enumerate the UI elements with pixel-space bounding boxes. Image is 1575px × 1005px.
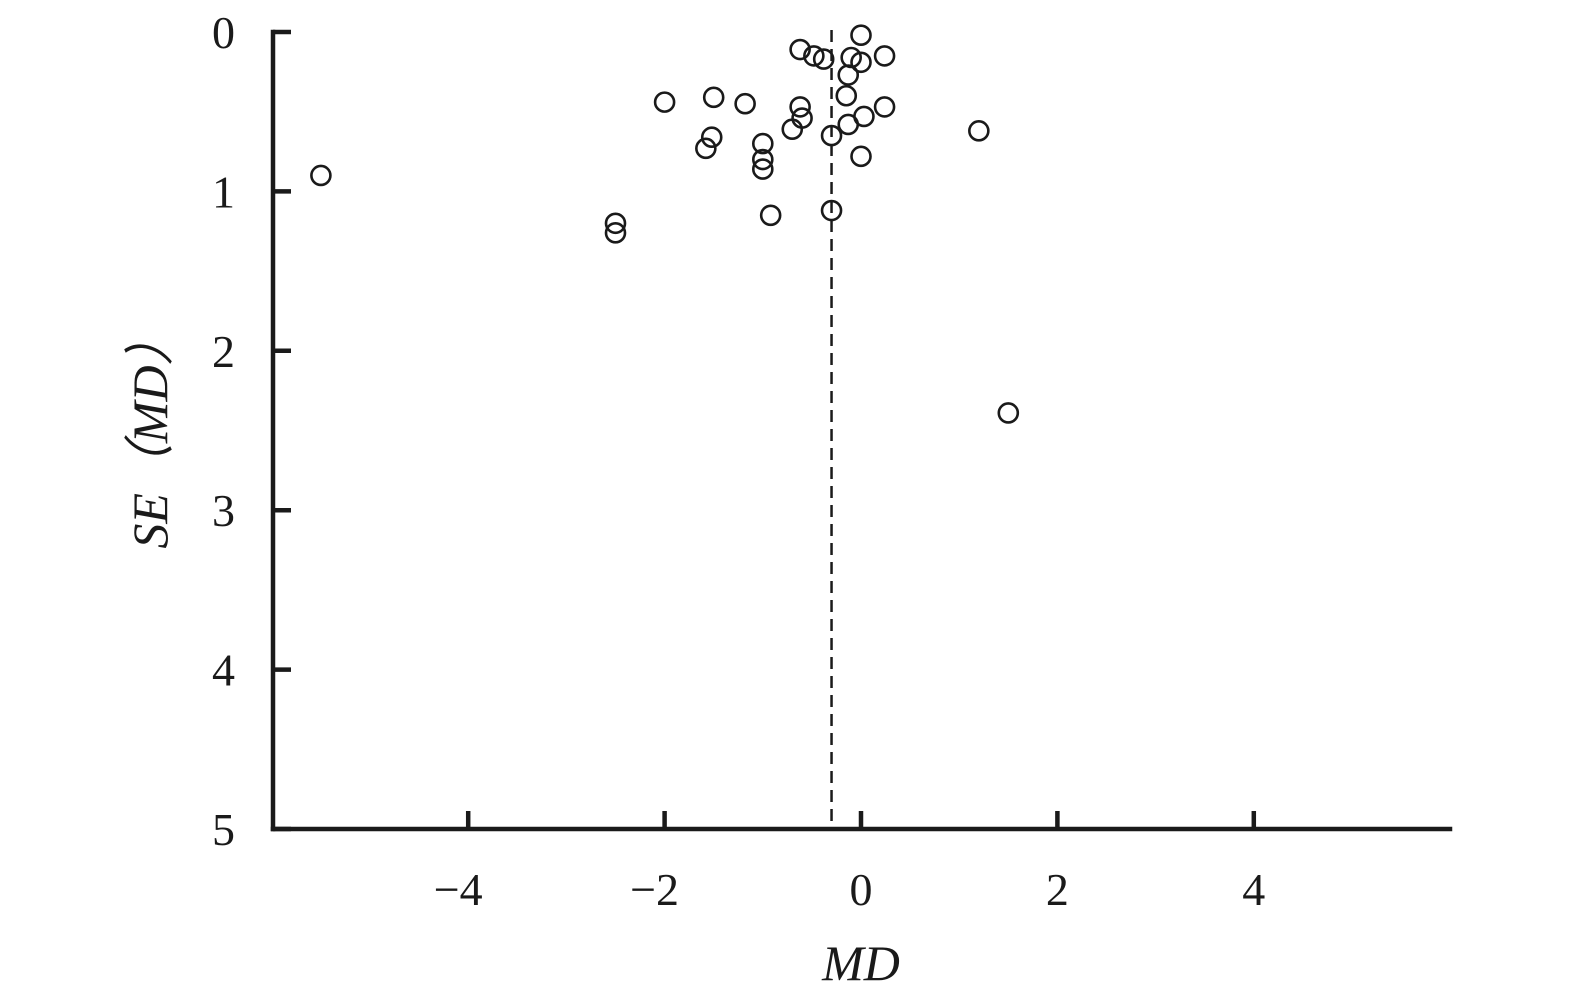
- study-point-20: [700, 126, 723, 149]
- study-point-21: [695, 137, 717, 160]
- study-point-0: [850, 24, 872, 46]
- y-tick-label-3: 3: [212, 485, 235, 536]
- study-point-31: [997, 402, 1020, 424]
- axes-layer: [270, 29, 1453, 832]
- study-point-1: [789, 38, 811, 61]
- study-point-8: [835, 84, 858, 107]
- study-point-13: [789, 96, 811, 118]
- study-point-28: [604, 222, 627, 244]
- y-tick-label-2: 2: [212, 326, 235, 377]
- x-tick-label-0: −4: [434, 864, 483, 915]
- study-point-27: [604, 212, 627, 235]
- study-point-22: [751, 132, 774, 155]
- study-point-24: [751, 158, 774, 180]
- study-point-23: [751, 148, 774, 171]
- y-tick-label-1: 1: [212, 166, 235, 217]
- x-tick-label-1: −2: [630, 864, 679, 915]
- study-point-16: [837, 113, 860, 136]
- y-tick-label-4: 4: [212, 645, 235, 696]
- study-point-29: [759, 204, 782, 227]
- study-point-25: [850, 145, 872, 168]
- study-point-14: [791, 107, 813, 129]
- y-tick-label-5: 5: [212, 804, 235, 855]
- points-layer: [310, 24, 1020, 424]
- study-point-7: [837, 64, 860, 86]
- y-tick-label-0: 0: [212, 7, 235, 58]
- x-tick-label-4: 4: [1242, 864, 1265, 915]
- ticks-layer: 0 1 2 3 4 5 −4 −2 0 2 4: [212, 7, 1265, 915]
- study-point-12: [734, 92, 756, 115]
- y-axis-title: SE（MD）: [122, 315, 178, 548]
- study-point-17: [781, 118, 804, 141]
- study-point-3: [812, 48, 835, 70]
- x-tick-label-2: 0: [850, 864, 873, 915]
- x-axis-title: MD: [821, 935, 900, 991]
- study-point-11: [702, 86, 725, 109]
- study-point-19: [968, 120, 990, 142]
- study-point-10: [653, 91, 676, 113]
- study-point-26: [310, 164, 332, 187]
- study-point-5: [850, 51, 872, 74]
- study-point-2: [803, 45, 825, 67]
- study-point-9: [873, 96, 896, 118]
- study-point-6: [873, 45, 896, 67]
- x-tick-label-3: 2: [1046, 864, 1069, 915]
